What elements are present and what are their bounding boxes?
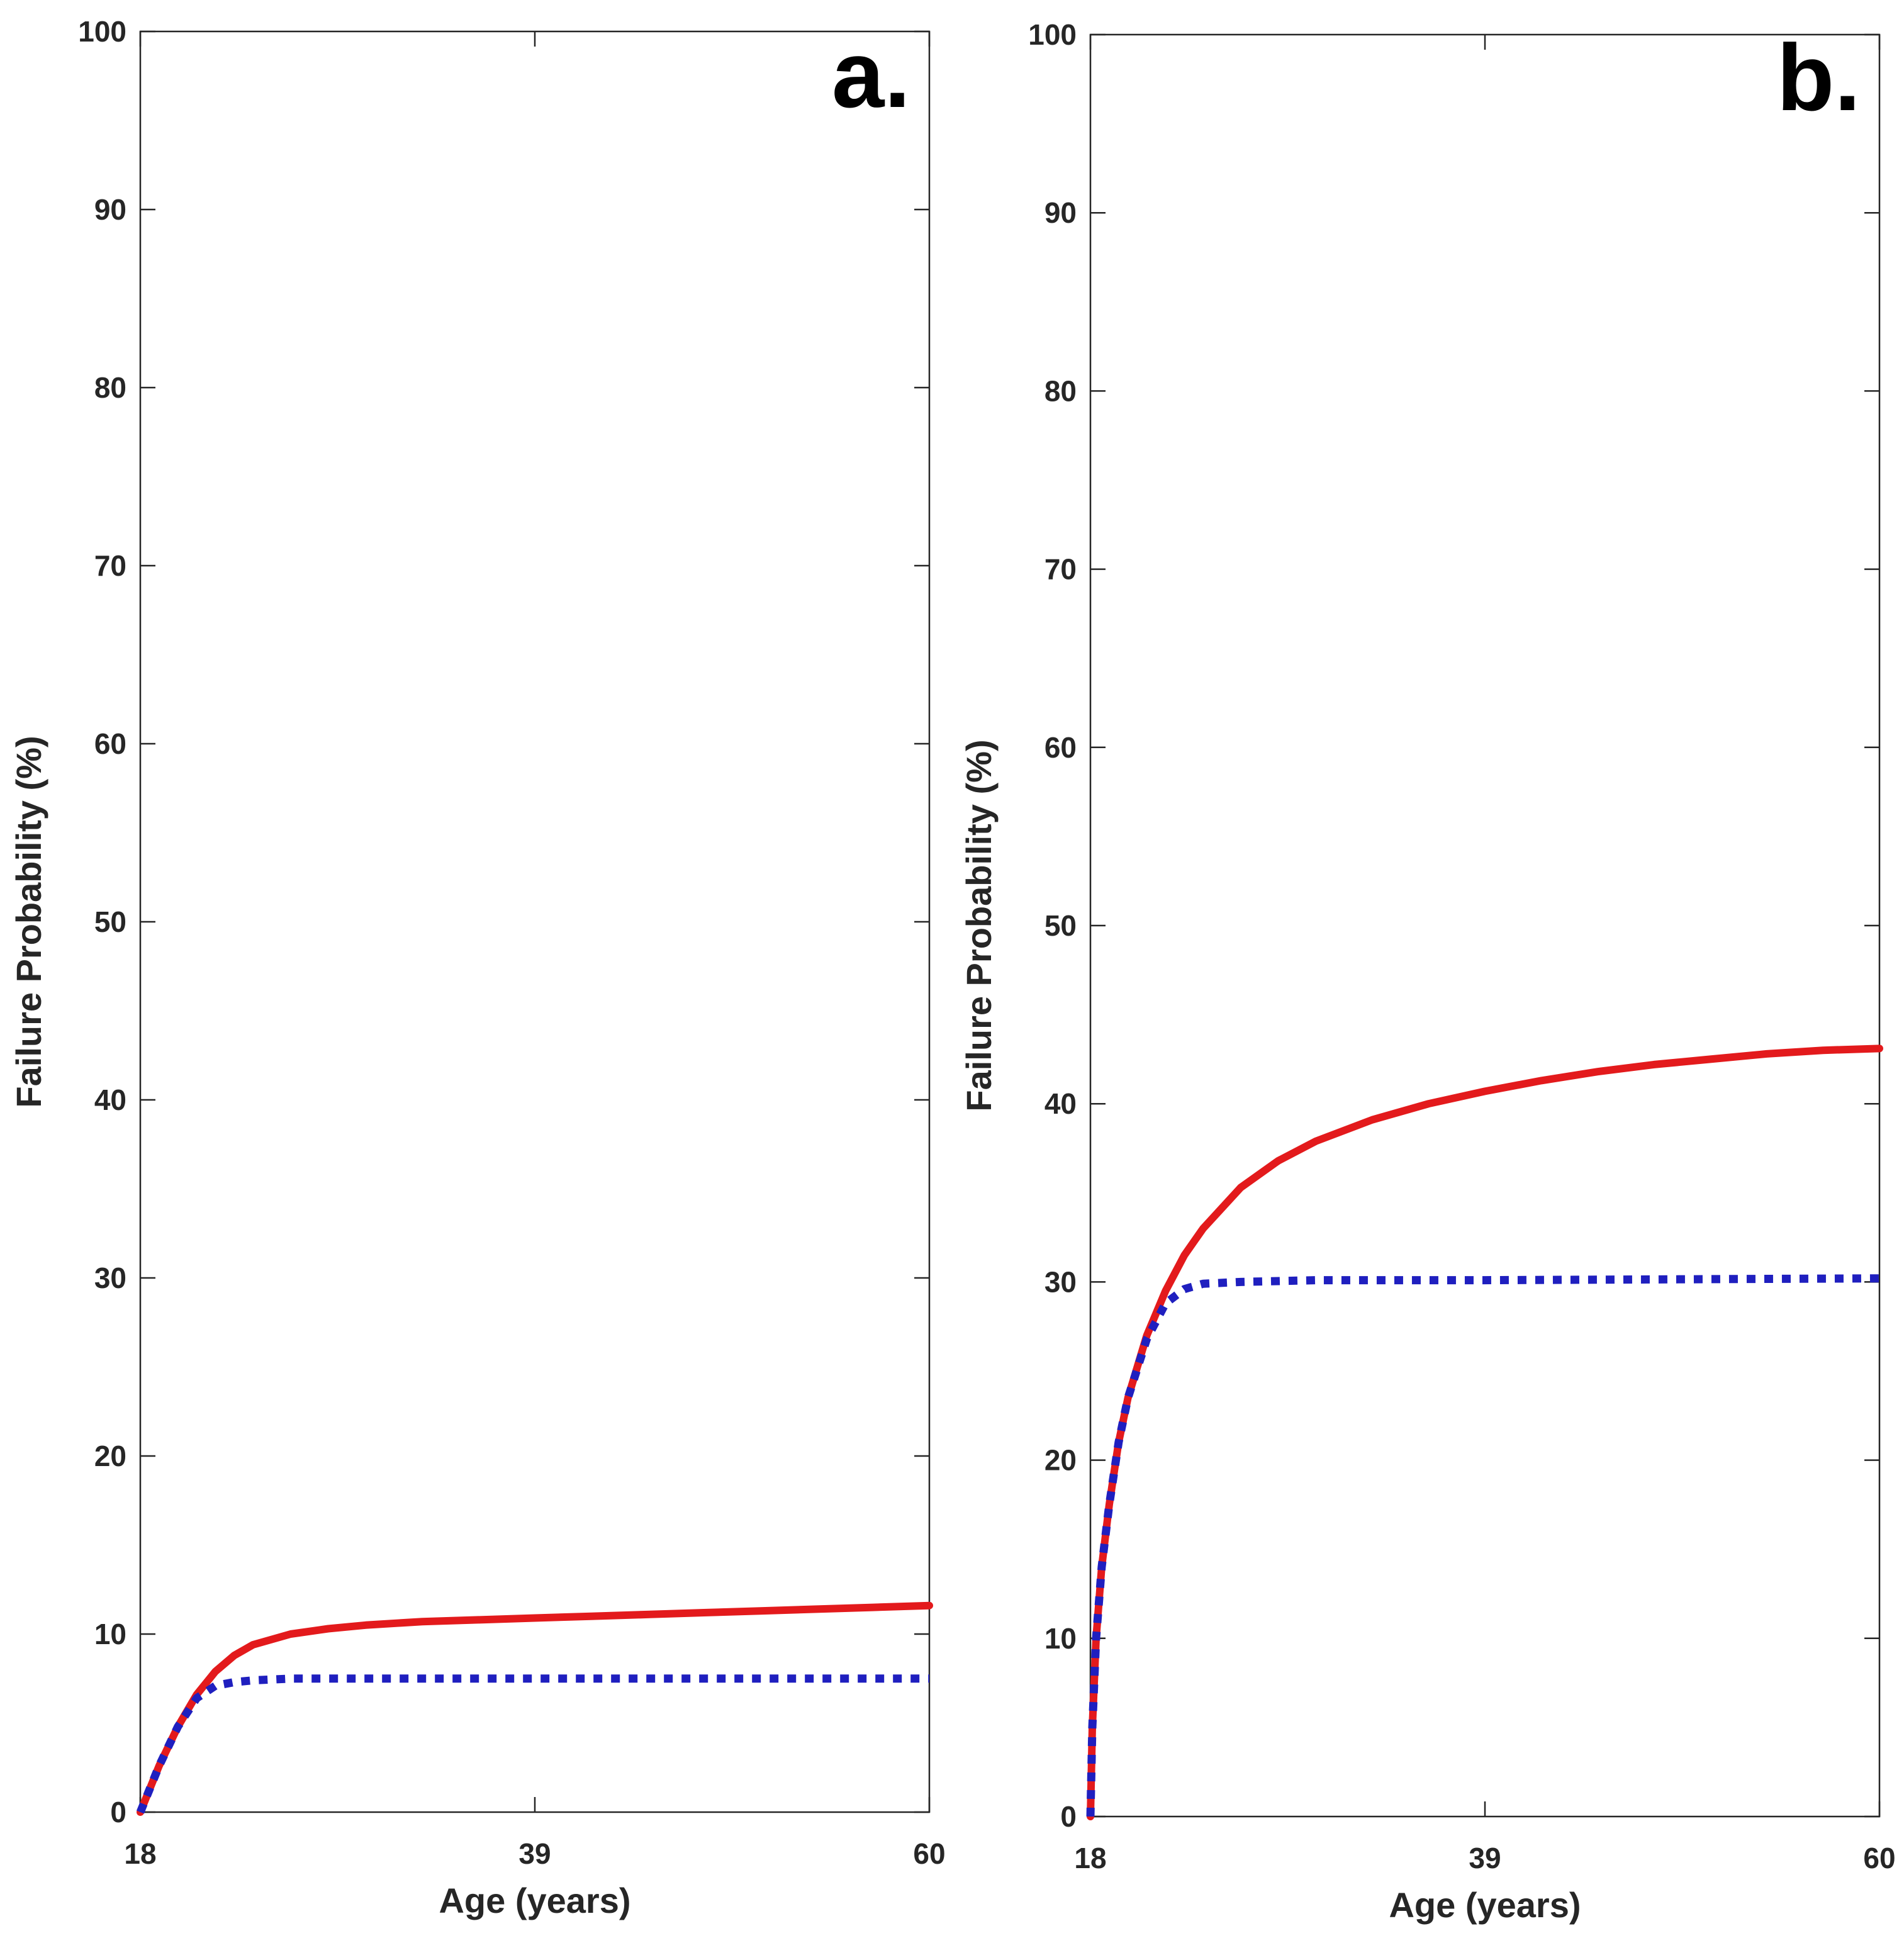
y-tick-label-a: 90 [94, 193, 126, 226]
x-axis-a: 18 39 60 [124, 31, 946, 1870]
y-tick-label-a: 100 [78, 15, 126, 48]
x-tick-label-a: 18 [124, 1837, 156, 1870]
red-solid-series-b [1087, 1044, 1883, 1820]
x-tick-label-a: 39 [518, 1837, 551, 1870]
x-axis-label-b: Age (years) [1389, 1885, 1581, 1925]
y-tick-label-b: 80 [1044, 374, 1077, 407]
y-axis-label-a: Failure Probability (%) [9, 736, 48, 1107]
chart-panel-b: 0 10 20 30 40 50 60 70 80 90 100 18 39 60 Age (years… [959, 18, 1896, 1925]
plot-frame-b [1089, 33, 1881, 1818]
y-tick-label-a: 80 [94, 371, 126, 404]
y-tick-label-b: 90 [1044, 196, 1077, 229]
y-tick-label-a: 20 [94, 1440, 126, 1472]
y-axis-label-b: Failure Probability (%) [959, 739, 999, 1111]
y-tick-label-b: 10 [1044, 1622, 1077, 1655]
y-tick-label-a: 60 [94, 727, 126, 760]
chart-panel-a: 0 10 20 30 40 50 60 70 80 90 100 18 39 60 Age (years… [9, 15, 946, 1920]
y-tick-label-a: 0 [110, 1796, 126, 1828]
x-tick-label-a: 60 [913, 1837, 945, 1870]
y-axis-a: 0 10 20 30 40 50 60 70 80 90 100 [78, 15, 929, 1828]
y-tick-label-a: 40 [94, 1083, 126, 1116]
series-layer-b [1086, 1044, 1883, 1820]
y-tick-label-b: 20 [1044, 1444, 1077, 1477]
y-axis-b: 0 10 20 30 40 50 60 70 80 90 100 [1028, 18, 1879, 1833]
y-tick-label-a: 30 [94, 1262, 126, 1294]
series-layer-a [136, 1601, 933, 1816]
y-tick-label-b: 0 [1060, 1800, 1077, 1833]
y-tick-label-b: 70 [1044, 553, 1077, 586]
panel-label-a: a. [832, 21, 910, 127]
y-tick-label-a: 50 [94, 905, 126, 938]
blue-dotted-series-b [1086, 1274, 1880, 1817]
y-tick-label-b: 100 [1028, 18, 1077, 51]
blue-dotted-series-a [136, 1674, 929, 1814]
x-tick-label-b: 18 [1074, 1842, 1106, 1874]
y-tick-label-b: 30 [1044, 1265, 1077, 1298]
y-tick-label-b: 60 [1044, 731, 1077, 764]
plot-frame-a [139, 30, 931, 1813]
x-axis-label-a: Age (years) [439, 1881, 630, 1920]
y-tick-label-b: 50 [1044, 909, 1077, 942]
y-tick-label-a: 10 [94, 1618, 126, 1650]
y-tick-label-b: 40 [1044, 1087, 1077, 1120]
x-tick-label-b: 60 [1863, 1842, 1895, 1874]
panel-label-b: b. [1777, 25, 1861, 130]
x-axis-b: 18 39 60 [1074, 35, 1896, 1874]
x-tick-label-b: 39 [1469, 1842, 1501, 1874]
y-tick-label-a: 70 [94, 549, 126, 582]
red-solid-series-a [137, 1601, 933, 1816]
